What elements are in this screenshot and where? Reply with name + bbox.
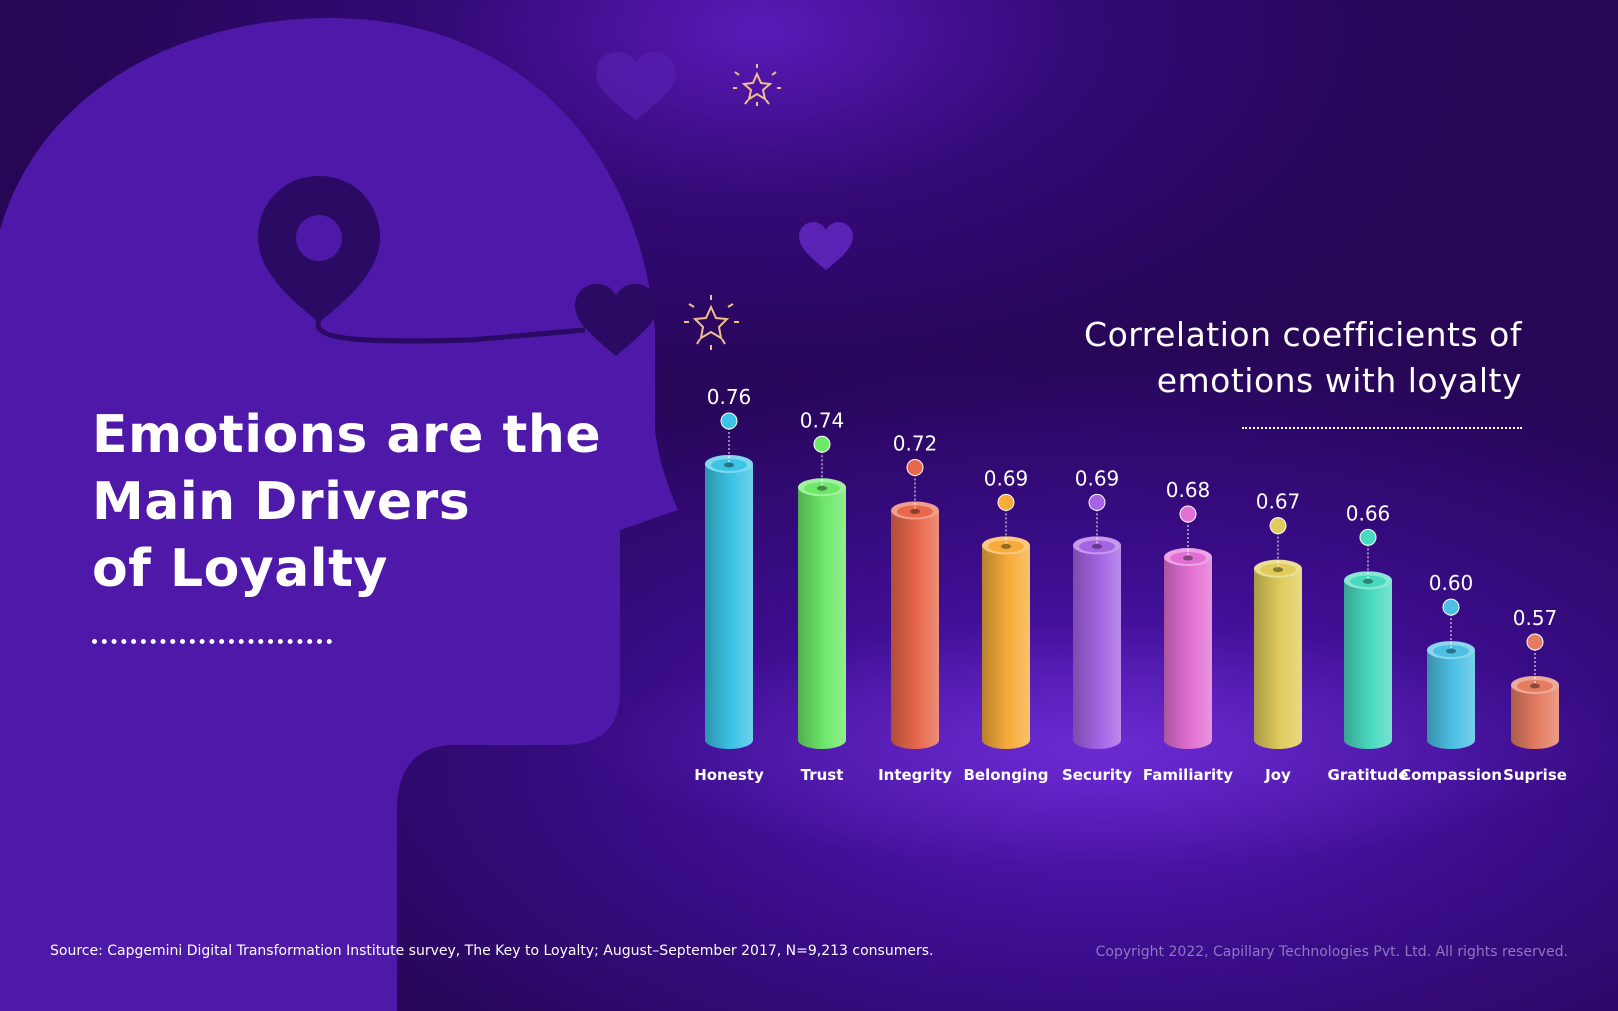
bar-body <box>1254 568 1302 749</box>
bar-body <box>705 464 753 749</box>
heart-icon <box>799 222 853 270</box>
chart-title-line-2: emotions with loyalty <box>1156 361 1522 400</box>
chart-bar <box>1427 598 1475 749</box>
chart-bar <box>1073 493 1121 749</box>
chart-bar <box>1344 528 1392 749</box>
bar-category-label: Belonging <box>963 766 1048 784</box>
heart-icon <box>575 284 657 356</box>
bar-top-hole <box>1273 567 1283 573</box>
bar-body <box>891 510 939 749</box>
bar-pin-dot <box>1526 633 1544 651</box>
bar-pin-dot <box>1179 505 1197 523</box>
chart-bar <box>1164 505 1212 749</box>
bar-value-label: 0.74 <box>800 408 845 432</box>
bar-top-hole <box>1363 578 1373 584</box>
bar-value-label: 0.67 <box>1256 490 1301 514</box>
bar-pin-dot <box>1088 493 1106 511</box>
chart-bar <box>705 412 753 749</box>
chart-title-line-1: Correlation coefficients of <box>1084 315 1522 354</box>
bar-category-label: Joy <box>1264 766 1291 784</box>
bar-value-label: 0.68 <box>1166 478 1211 502</box>
bar-category-label: Security <box>1062 766 1132 784</box>
bar-value-label: 0.69 <box>984 466 1029 490</box>
head-silhouette <box>0 18 678 1011</box>
bar-value-label: 0.66 <box>1346 501 1391 525</box>
chart-title-dotted-rule <box>1242 427 1522 429</box>
bar-top-hole <box>724 462 734 468</box>
headline: Emotions are the Main Drivers of Loyalty <box>92 402 612 603</box>
bar-category-label: Honesty <box>694 766 764 784</box>
bar-body <box>1073 545 1121 749</box>
location-pin-icon <box>258 176 586 344</box>
bar-top-hole <box>817 485 827 491</box>
chart-bar <box>1254 517 1302 749</box>
bar-value-label: 0.69 <box>1075 466 1120 490</box>
bar-pin-dot <box>1442 598 1460 616</box>
bar-value-label: 0.60 <box>1429 571 1474 595</box>
bar-body <box>982 545 1030 749</box>
bar-body <box>1427 650 1475 749</box>
star-icon <box>733 64 781 106</box>
copyright-note: Copyright 2022, Capillary Technologies P… <box>1095 944 1568 960</box>
headline-line-1: Emotions are the <box>92 405 602 465</box>
bar-body <box>1164 557 1212 749</box>
chart-bar <box>982 493 1030 749</box>
bar-pin-dot <box>813 435 831 453</box>
bar-category-label: Compassion <box>1400 766 1502 784</box>
bar-pin-dot <box>906 459 924 477</box>
chart-title: Correlation coefficients of emotions wit… <box>922 312 1522 404</box>
bar-category-label: Suprise <box>1503 766 1567 784</box>
source-note: Source: Capgemini Digital Transformation… <box>50 943 934 959</box>
bar-top-hole <box>1530 683 1540 689</box>
bar-pin-dot <box>997 493 1015 511</box>
chart-bar <box>798 435 846 749</box>
bar-top-hole <box>910 509 920 515</box>
headline-line-3: of Loyalty <box>92 539 388 599</box>
bar-top-hole <box>1183 555 1193 561</box>
chart-bar <box>1511 633 1559 749</box>
bar-pin-dot <box>1359 528 1377 546</box>
bar-top-hole <box>1001 543 1011 549</box>
heart-icon <box>596 52 676 120</box>
bar-category-label: Gratitude <box>1328 766 1409 784</box>
bar-body <box>1344 580 1392 749</box>
headline-line-2: Main Drivers <box>92 472 471 532</box>
bar-top-hole <box>1446 648 1456 654</box>
bar-category-label: Familiarity <box>1143 766 1233 784</box>
bar-value-label: 0.76 <box>707 385 752 409</box>
chart-bar <box>891 459 939 749</box>
bar-pin-dot <box>1269 517 1287 535</box>
bar-category-label: Integrity <box>878 766 952 784</box>
bar-category-label: Trust <box>801 766 844 784</box>
bar-body <box>798 487 846 749</box>
bar-chart: 0.76 Honesty 0.74 Trust 0.72 Integrity 0.69 Bel… <box>694 385 1567 784</box>
bar-value-label: 0.72 <box>893 432 938 456</box>
bar-body <box>1511 685 1559 749</box>
bar-top-hole <box>1092 543 1102 549</box>
headline-dotted-rule <box>92 639 332 644</box>
bar-value-label: 0.57 <box>1513 606 1558 630</box>
bar-pin-dot <box>720 412 738 430</box>
star-icon <box>684 295 739 350</box>
